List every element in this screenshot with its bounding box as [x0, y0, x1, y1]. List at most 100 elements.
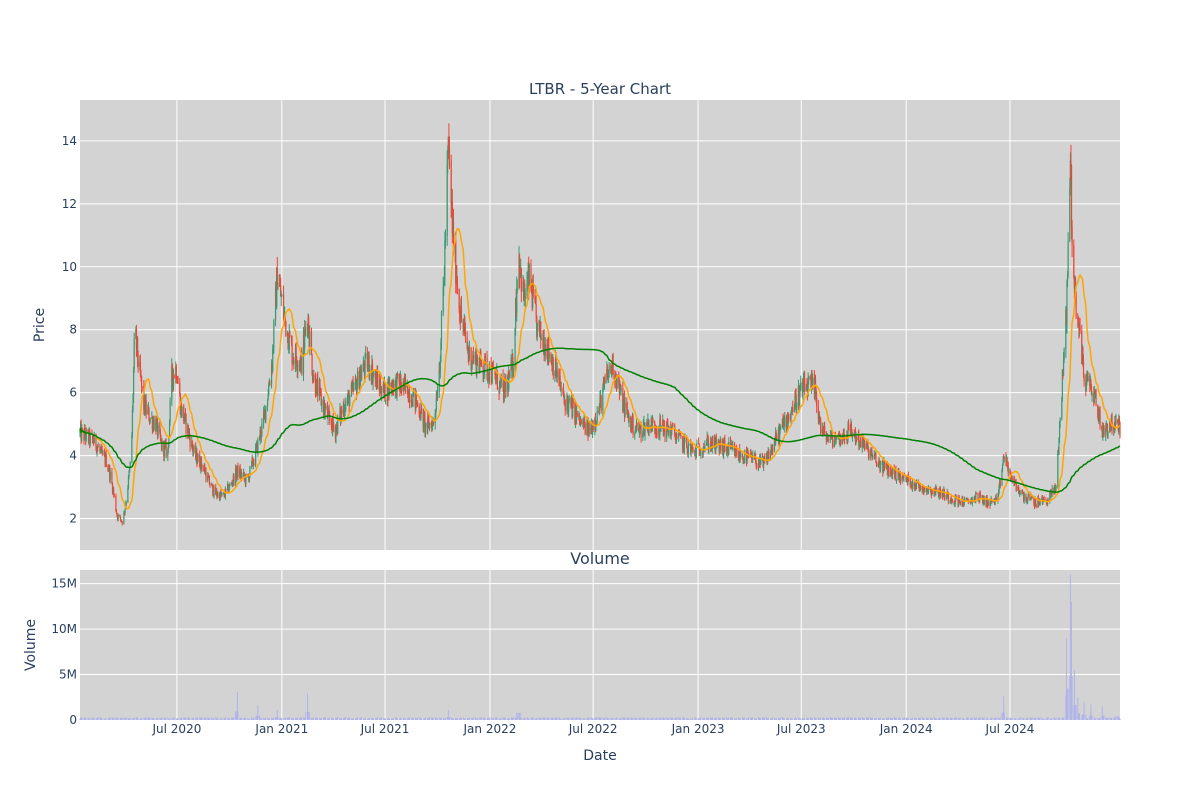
- candle-body: [394, 380, 396, 392]
- volume-bar: [247, 718, 249, 720]
- volume-bar: [109, 717, 111, 720]
- volume-bar: [540, 718, 542, 720]
- volume-bar: [1119, 718, 1121, 720]
- candle-body: [847, 425, 850, 430]
- volume-bar: [659, 718, 661, 720]
- candle-body: [232, 482, 234, 485]
- volume-bar: [615, 718, 617, 720]
- volume-bar: [869, 717, 871, 720]
- candle-body: [560, 389, 562, 390]
- volume-bar: [608, 718, 610, 720]
- volume-bar: [249, 718, 251, 720]
- candle-body: [806, 385, 808, 389]
- volume-bar: [160, 717, 162, 720]
- volume-bar: [515, 718, 517, 720]
- candle-body: [635, 428, 637, 430]
- candle-body: [415, 394, 418, 406]
- candle-body: [288, 332, 290, 350]
- candle-body: [1069, 188, 1071, 242]
- candle-body: [771, 448, 773, 453]
- volume-bar: [855, 718, 857, 720]
- volume-bar: [797, 718, 799, 720]
- volume-bar: [779, 718, 781, 720]
- candle-body: [678, 433, 680, 438]
- candle-body: [431, 420, 433, 431]
- candle-body: [455, 240, 457, 284]
- candle-body: [1049, 492, 1051, 502]
- candle-body: [1030, 498, 1032, 500]
- long-moving-average-line: [79, 347, 1121, 493]
- volume-bar: [770, 718, 772, 720]
- candle-body: [805, 385, 808, 392]
- volume-bar: [951, 718, 953, 720]
- candle-body: [638, 429, 640, 432]
- volume-bar: [353, 719, 355, 720]
- candle-body: [1066, 275, 1069, 281]
- candle-body: [798, 391, 801, 406]
- candle-body: [172, 375, 175, 386]
- volume-bar: [420, 718, 422, 720]
- volume-bar: [983, 718, 985, 720]
- candle-body: [95, 434, 97, 448]
- volume-bar: [634, 717, 636, 720]
- volume-bar: [813, 717, 815, 720]
- volume-bar: [224, 718, 226, 720]
- volume-bar: [570, 718, 572, 720]
- volume-bar: [145, 717, 147, 720]
- volume-bar: [324, 718, 326, 720]
- volume-bar: [1079, 718, 1081, 720]
- volume-bar: [383, 718, 385, 720]
- volume-bar: [88, 719, 90, 720]
- volume-bar: [137, 718, 139, 720]
- volume-bar: [736, 717, 738, 720]
- candle-body: [619, 384, 622, 390]
- volume-bar: [454, 718, 456, 720]
- volume-bar: [675, 719, 677, 720]
- candle-body: [343, 405, 345, 415]
- volume-bar: [105, 718, 107, 720]
- volume-bar: [141, 718, 143, 720]
- candle-body: [216, 491, 218, 497]
- volume-bar: [389, 718, 391, 720]
- candle-body: [847, 425, 849, 440]
- candle-body: [243, 472, 245, 478]
- candle-body: [1085, 378, 1087, 391]
- volume-bar: [391, 718, 393, 720]
- volume-bar: [841, 717, 843, 720]
- volume-bar: [88, 717, 90, 720]
- candle-body: [550, 353, 552, 363]
- volume-bar: [443, 718, 445, 720]
- candle-body: [148, 407, 150, 422]
- volume-bar: [997, 717, 999, 720]
- volume-bar: [885, 718, 887, 720]
- candle-body: [962, 497, 964, 506]
- volume-bar: [803, 718, 805, 720]
- volume-bar: [514, 717, 516, 720]
- candle-body: [1001, 469, 1003, 487]
- candle-body: [168, 421, 171, 438]
- candle-body: [344, 409, 346, 411]
- candle-body: [1102, 431, 1104, 438]
- volume-bar: [923, 717, 925, 720]
- volume-bar: [727, 718, 729, 720]
- volume-bar: [829, 717, 831, 720]
- volume-bar: [698, 718, 700, 720]
- volume-bar: [508, 717, 510, 720]
- candle-body: [450, 160, 452, 205]
- volume-bar: [491, 718, 493, 720]
- candle-body: [530, 264, 532, 288]
- volume-bar: [108, 718, 110, 720]
- candle-body: [958, 497, 960, 506]
- candle-body: [1011, 474, 1013, 478]
- candle-body: [794, 393, 796, 411]
- volume-bar: [672, 718, 674, 720]
- volume-bar: [754, 719, 756, 720]
- candle-body: [300, 356, 302, 368]
- volume-bar: [711, 717, 713, 720]
- volume-bar: [592, 718, 594, 720]
- volume-bar: [375, 717, 377, 720]
- candle-body: [807, 380, 809, 396]
- candle-body: [915, 480, 918, 489]
- volume-bar: [228, 718, 230, 720]
- volume-bar: [243, 718, 245, 720]
